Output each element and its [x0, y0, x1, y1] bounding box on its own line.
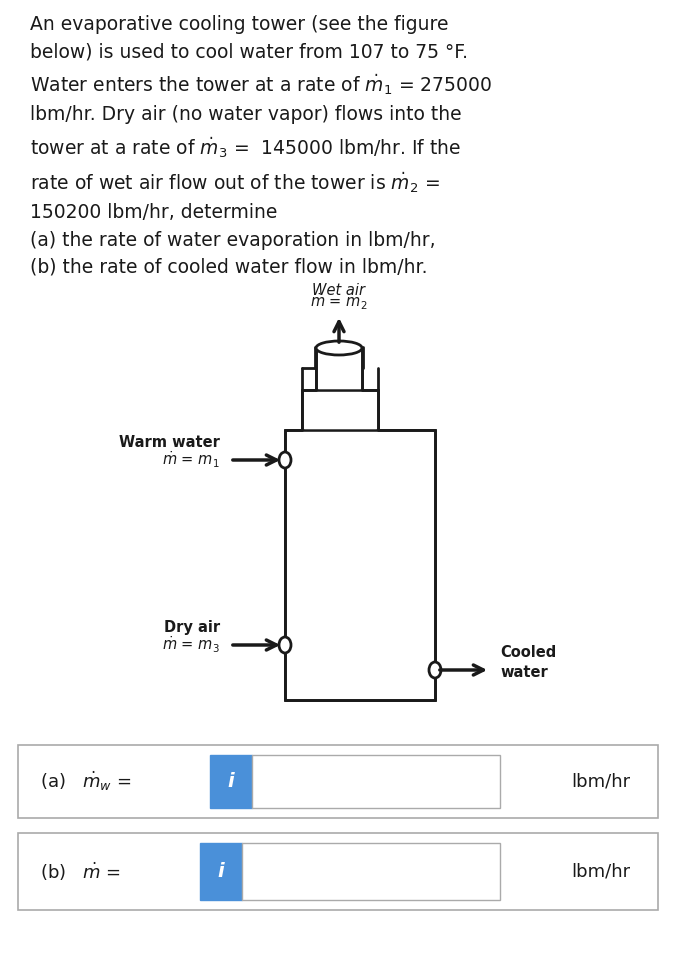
Polygon shape [318, 350, 360, 388]
Bar [252, 755, 500, 808]
Text: (a)   $\dot{m}_w$ =: (a) $\dot{m}_w$ = [40, 769, 131, 794]
Ellipse shape [316, 341, 362, 355]
Text: Wet air: Wet air [313, 283, 366, 298]
Text: (b)   $\dot{m}$ =: (b) $\dot{m}$ = [40, 860, 121, 883]
Ellipse shape [429, 662, 441, 678]
Polygon shape [304, 392, 376, 428]
Text: Warm water: Warm water [119, 435, 220, 450]
Text: Dry air: Dry air [164, 620, 220, 635]
Text: $\dot{m}$ = $m_1$: $\dot{m}$ = $m_1$ [162, 450, 220, 470]
Ellipse shape [279, 452, 291, 468]
Text: Cooled: Cooled [500, 645, 556, 660]
Polygon shape [287, 432, 433, 698]
Bar [200, 843, 242, 900]
Bar [18, 833, 658, 910]
Bar [242, 843, 500, 900]
Bar [18, 745, 658, 818]
Text: $\dot{m}$ = $m_2$: $\dot{m}$ = $m_2$ [310, 292, 368, 312]
Text: i: i [218, 862, 224, 881]
Text: lbm/hr: lbm/hr [571, 772, 630, 791]
Text: lbm/hr: lbm/hr [571, 863, 630, 880]
Text: $\dot{m}$ = $m_3$: $\dot{m}$ = $m_3$ [162, 635, 220, 655]
Ellipse shape [279, 637, 291, 653]
Text: An evaporative cooling tower (see the figure
below) is used to cool water from 1: An evaporative cooling tower (see the fi… [30, 15, 492, 276]
Text: water: water [500, 665, 548, 680]
Bar [316, 348, 362, 390]
Text: i: i [227, 772, 234, 791]
Bar [210, 755, 252, 808]
Bar [285, 430, 435, 700]
Bar [302, 390, 378, 430]
